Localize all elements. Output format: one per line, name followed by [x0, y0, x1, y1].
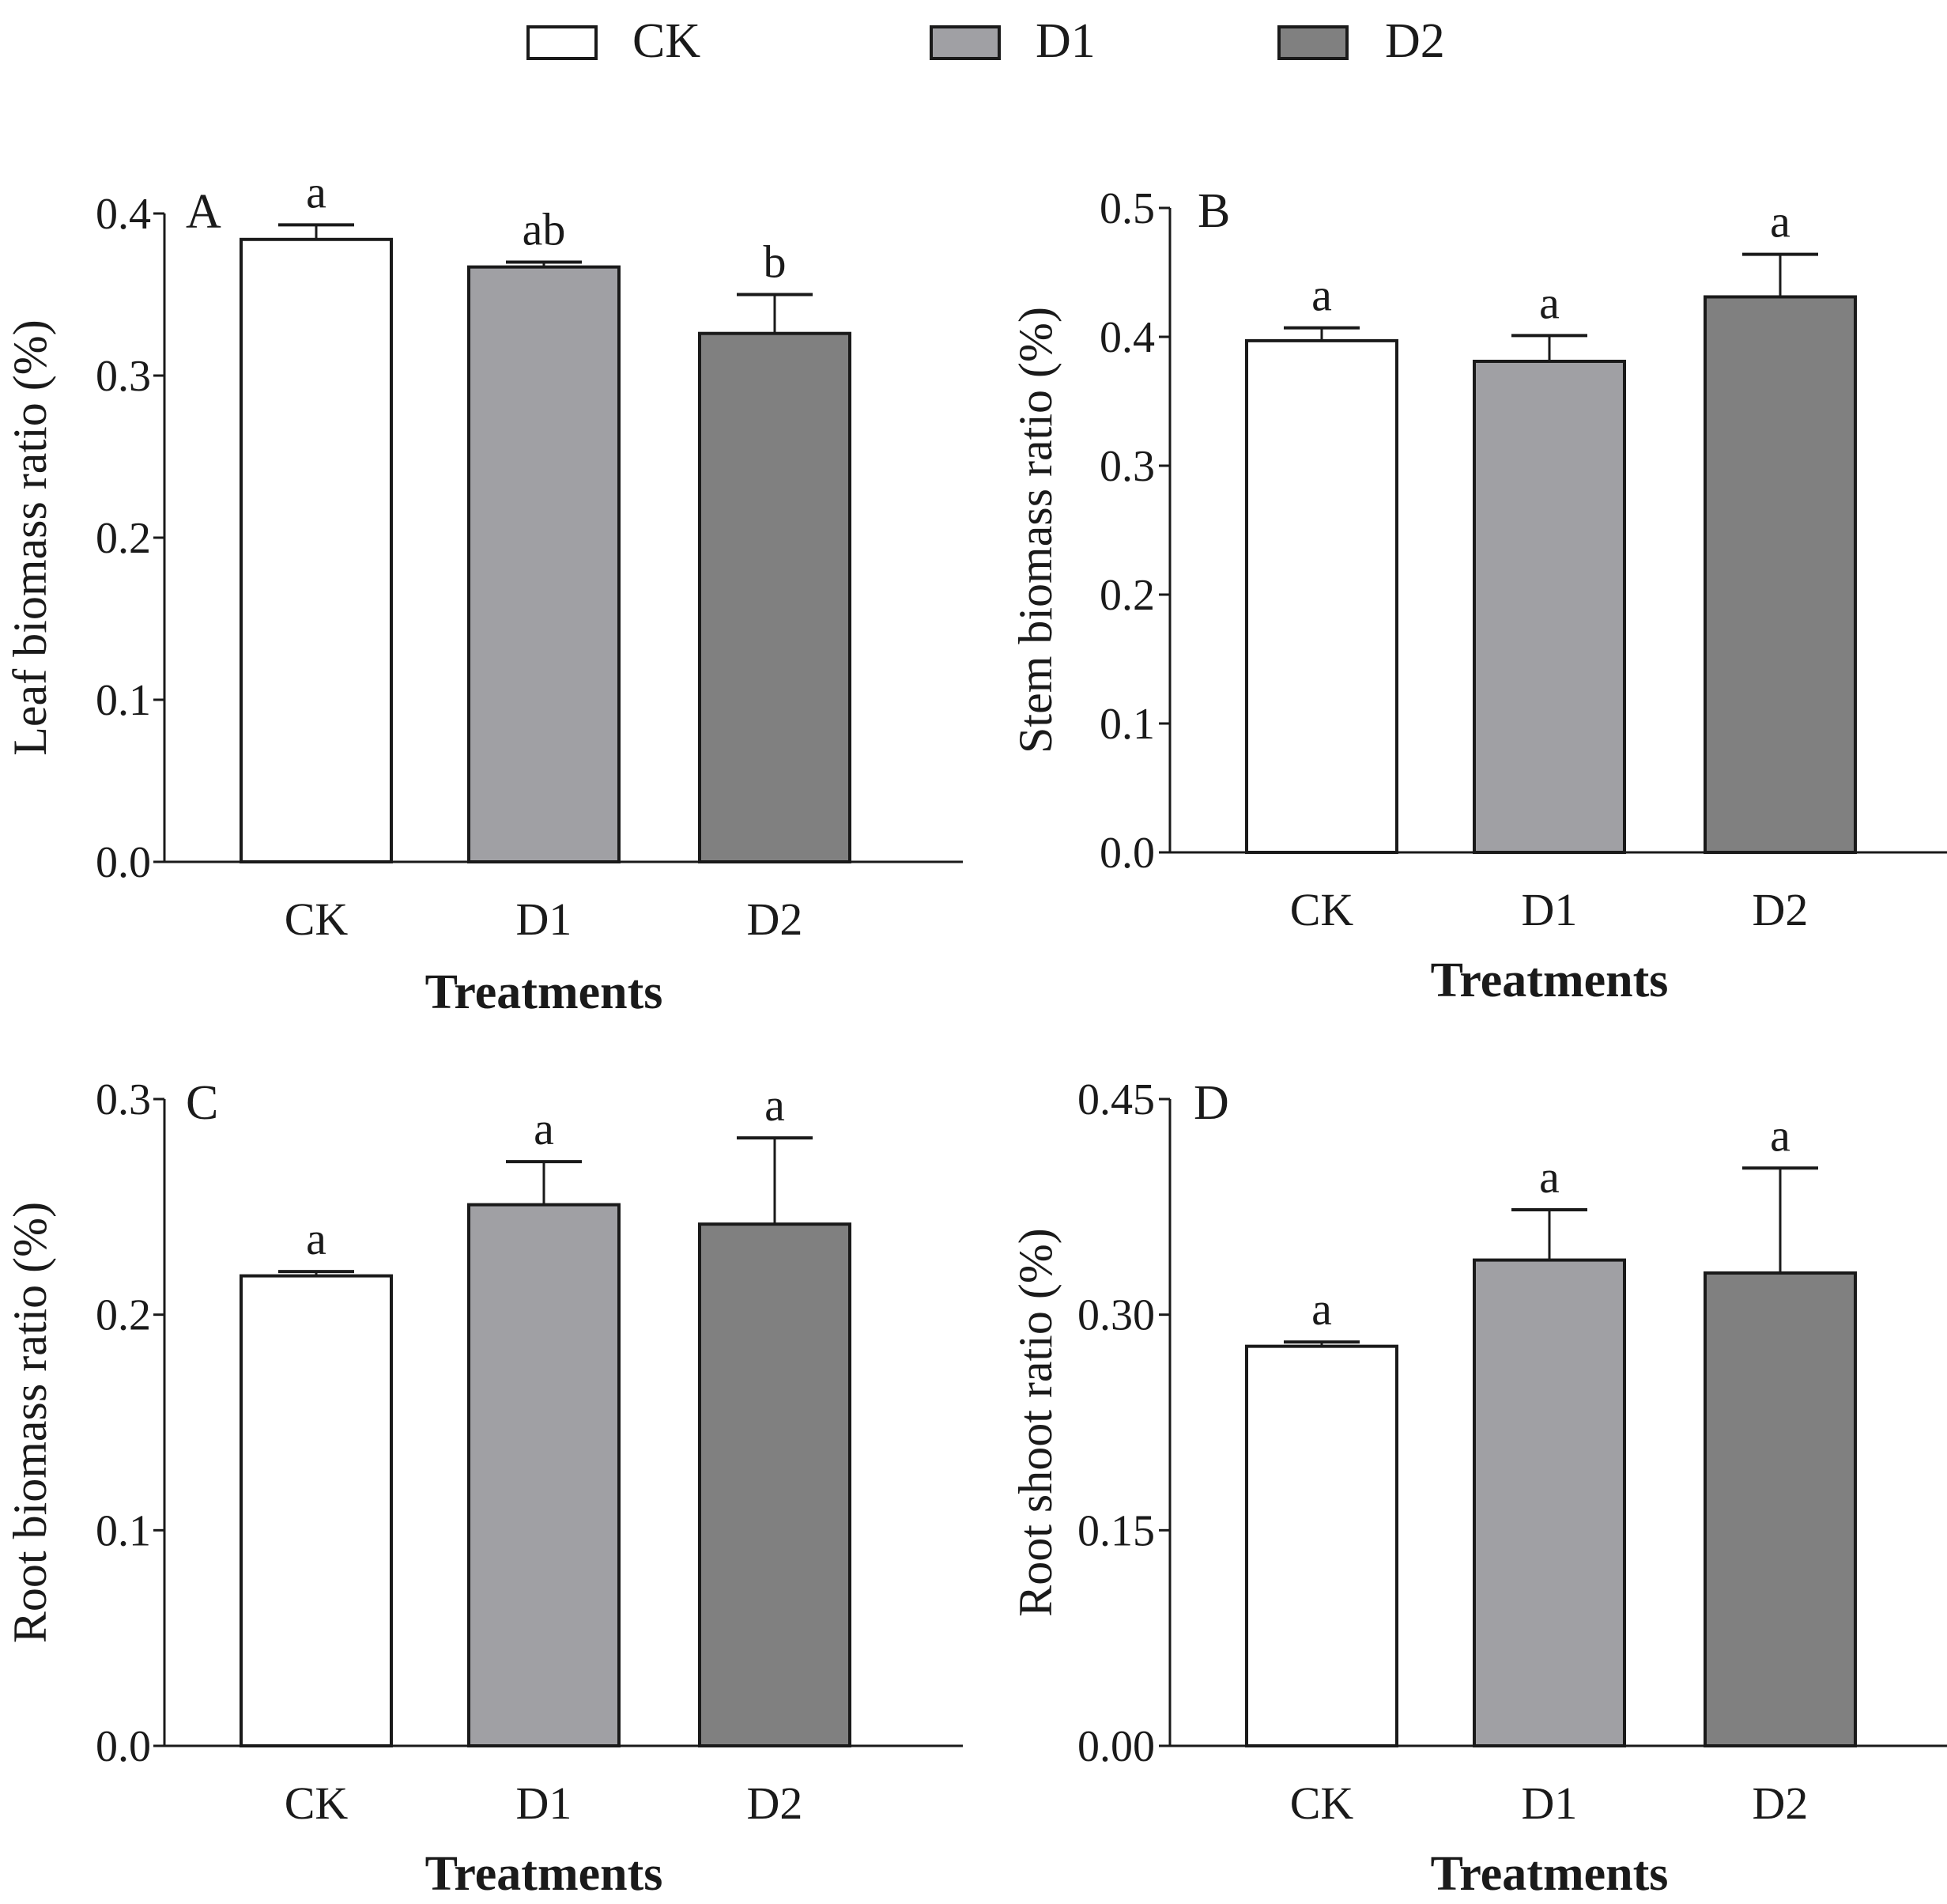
panel-d-significance-d1: a	[1539, 1151, 1560, 1203]
panel-d-bar-d2	[1704, 1271, 1857, 1748]
panel-d-y-tick-label: 0.45	[1077, 1075, 1155, 1124]
panel-a-significance-d1: ab	[523, 204, 566, 255]
panel-b-significance-ck: a	[1311, 270, 1332, 321]
panel-c-significance-ck: a	[306, 1213, 326, 1264]
panel-a-y-title: Leaf biomass ratio (%)	[4, 319, 56, 755]
panel-d-significance-ck: a	[1311, 1283, 1332, 1335]
panel-b-category-label-d1: D1	[1522, 884, 1578, 935]
panel-c-significance-d2: a	[764, 1079, 785, 1131]
panel-a-leaf-biomass: 0.0 0.1 0.2 0.3 0.4 a CK ab D1 b D2 A Treatments Leaf…	[4, 166, 963, 1019]
panel-a-letter: A	[186, 185, 221, 239]
legend-item-ck: CK	[526, 14, 700, 68]
legend-label-d2: D2	[1385, 14, 1445, 68]
panel-d-x-title: Treatments	[1431, 1847, 1669, 1901]
panel-b-y-tick-label: 0.0	[1100, 829, 1155, 878]
panel-a-category-label-d1: D1	[516, 893, 572, 945]
panel-a-y-tick-label: 0.3	[96, 352, 151, 401]
panel-d-y-tick-label: 0.00	[1077, 1722, 1155, 1771]
panel-b-letter: B	[1198, 184, 1230, 238]
panel-a-bar-d2	[698, 331, 851, 863]
legend-label-ck: CK	[632, 14, 700, 68]
panel-a-significance-ck: a	[306, 166, 326, 217]
panel-c-y-tick-label: 0.3	[96, 1075, 151, 1124]
panel-c-category-label-d2: D2	[747, 1777, 803, 1829]
legend-swatch-d2	[1277, 25, 1349, 60]
panel-c-bar-d2	[698, 1222, 851, 1747]
panel-c-significance-d1: a	[534, 1103, 554, 1154]
panel-c-root-biomass: 0.0 0.1 0.2 0.3 a CK a D1 a D2 C Treatments Root bio…	[4, 1075, 963, 1901]
panel-b-x-title: Treatments	[1431, 954, 1669, 1007]
panel-c-category-label-d1: D1	[516, 1777, 572, 1829]
panel-b-y-tick-label: 0.4	[1100, 313, 1155, 362]
panel-b-bar-d2	[1704, 295, 1857, 855]
panel-c-category-label-ck: CK	[285, 1777, 349, 1829]
panel-d-significance-d2: a	[1770, 1109, 1790, 1161]
panel-c-y-title: Root biomass ratio (%)	[4, 1202, 56, 1643]
panel-d-y-tick-label: 0.30	[1077, 1291, 1155, 1340]
panel-c-x-title: Treatments	[425, 1847, 663, 1901]
legend-swatch-d1	[930, 25, 1001, 60]
panel-a-x-title: Treatments	[425, 965, 663, 1019]
panel-b-category-label-ck: CK	[1290, 884, 1354, 935]
legend-swatch-ck	[526, 25, 598, 60]
panel-d-y-title: Root shoot ratio (%)	[1009, 1228, 1062, 1617]
panel-a-category-label-ck: CK	[285, 893, 349, 945]
panel-b-y-tick-label: 0.2	[1100, 571, 1155, 620]
panel-d-y-tick-label: 0.15	[1077, 1506, 1155, 1555]
legend-item-d2: D2	[1277, 14, 1445, 68]
panel-a-category-label-d2: D2	[747, 893, 803, 945]
panel-a-bar-ck	[240, 237, 393, 863]
panel-d-root-shoot: 0.00 0.15 0.30 0.45 a CK a D1 a D2 D Treatments Root…	[1009, 1075, 1947, 1901]
panel-d-bar-ck	[1245, 1344, 1398, 1748]
panel-c-y-tick-label: 0.0	[96, 1722, 151, 1771]
panel-b-stem-biomass: 0.0 0.1 0.2 0.3 0.4 0.5 a CK a D1 a D2 B Treatments St…	[1009, 184, 1947, 1007]
panel-b-category-label-d2: D2	[1753, 884, 1809, 935]
panel-c-bar-d1	[467, 1203, 621, 1747]
panel-b-bar-ck	[1245, 338, 1398, 854]
panel-b-y-tick-label: 0.5	[1100, 184, 1155, 233]
panel-c-letter: C	[186, 1076, 218, 1130]
legend-item-d1: D1	[930, 14, 1096, 68]
panel-c-y-tick-label: 0.2	[96, 1291, 151, 1340]
panel-a-y-tick-label: 0.2	[96, 514, 151, 563]
panel-a-y-tick-label: 0.4	[96, 190, 151, 239]
panel-b-y-tick-label: 0.3	[1100, 442, 1155, 491]
panel-d-bar-d1	[1473, 1258, 1626, 1747]
panel-a-significance-d2: b	[764, 236, 787, 288]
panel-a-y-tick-label: 0.0	[96, 838, 151, 887]
panel-b-significance-d2: a	[1770, 196, 1790, 247]
panel-d-category-label-d1: D1	[1522, 1777, 1578, 1829]
panel-c-y-tick-label: 0.1	[96, 1506, 151, 1555]
legend: CK D1 D2	[526, 14, 1445, 68]
panel-b-bar-d1	[1473, 359, 1626, 855]
panel-b-y-tick-label: 0.1	[1100, 700, 1155, 749]
panel-b-y-title: Stem biomass ratio (%)	[1009, 307, 1062, 754]
panel-c-bar-ck	[240, 1274, 393, 1747]
panel-d-letter: D	[1194, 1076, 1229, 1130]
panel-a-y-tick-label: 0.1	[96, 676, 151, 725]
panel-d-category-label-d2: D2	[1753, 1777, 1809, 1829]
panel-d-category-label-ck: CK	[1290, 1777, 1354, 1829]
legend-label-d1: D1	[1036, 14, 1096, 68]
panel-b-significance-d1: a	[1539, 277, 1560, 328]
panel-a-bar-d1	[467, 265, 621, 863]
